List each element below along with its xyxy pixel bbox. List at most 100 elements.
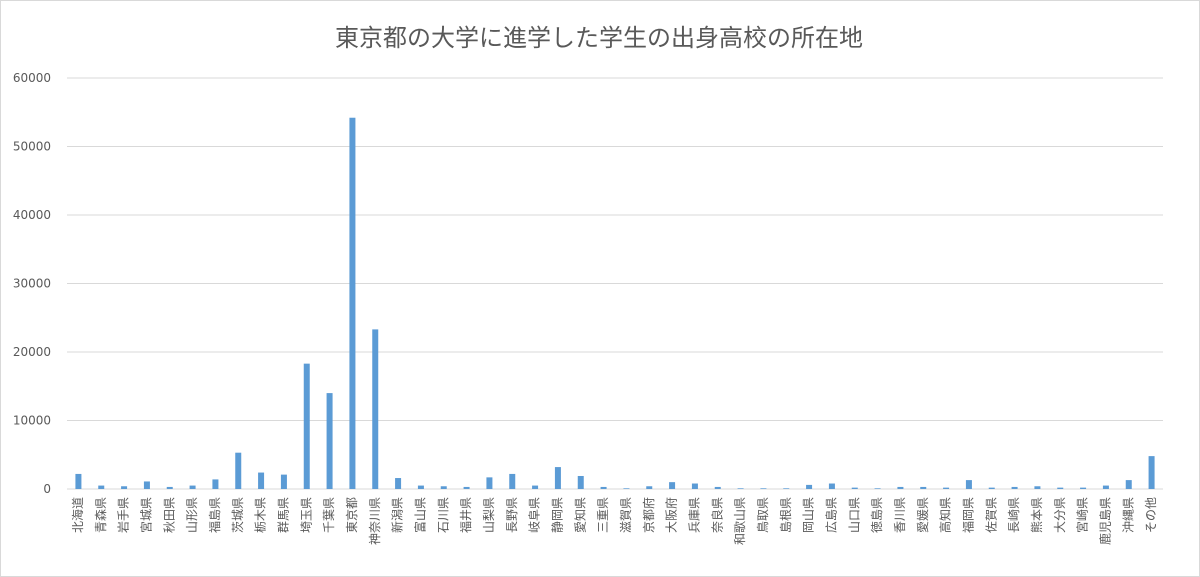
bar xyxy=(1034,486,1041,489)
bar xyxy=(532,485,539,489)
bar xyxy=(714,486,721,489)
x-tick-label: 千葉県 xyxy=(322,497,336,533)
x-tick-label: 佐賀県 xyxy=(984,497,998,533)
x-tick-label: 岡山県 xyxy=(802,497,816,533)
bar xyxy=(280,474,287,489)
x-tick-label: 大分県 xyxy=(1053,497,1067,533)
x-tick-label: 茨城県 xyxy=(231,497,245,533)
x-tick-label: 愛知県 xyxy=(573,497,587,533)
bar xyxy=(121,486,128,489)
bar xyxy=(417,485,424,489)
x-tick-label: 青森県 xyxy=(93,497,108,533)
x-tick-label: 奈良県 xyxy=(709,497,724,533)
y-tick-label: 60000 xyxy=(13,71,51,85)
x-tick-label: 岐阜県 xyxy=(528,497,542,533)
bar xyxy=(623,488,630,489)
bar xyxy=(395,478,402,489)
bar xyxy=(760,488,767,489)
x-tick-label: 鳥取県 xyxy=(755,497,770,533)
bar xyxy=(828,483,835,489)
x-tick-label: 宮城県 xyxy=(138,497,153,533)
bar xyxy=(1125,480,1132,489)
x-tick-label: 福井県 xyxy=(458,497,473,533)
x-tick-label: 山梨県 xyxy=(482,497,496,533)
bar xyxy=(75,473,82,489)
bar xyxy=(965,480,972,489)
bar xyxy=(554,467,561,489)
x-tick-label: 新潟県 xyxy=(390,497,405,533)
bar xyxy=(806,484,813,489)
x-tick-label: 福島県 xyxy=(207,497,222,533)
x-tick-label: 山形県 xyxy=(185,497,199,533)
x-tick-label: 広島県 xyxy=(823,497,838,533)
bar xyxy=(897,486,904,489)
x-tick-label: 石川県 xyxy=(436,497,450,533)
bar xyxy=(440,486,447,489)
x-tick-label: 高知県 xyxy=(938,497,953,533)
x-tick-label: 富山県 xyxy=(412,497,427,533)
bar xyxy=(509,473,516,489)
x-tick-label: 北海道 xyxy=(70,497,85,533)
bar xyxy=(326,393,333,489)
bar xyxy=(166,486,173,489)
x-tick-label: 神奈川県 xyxy=(368,497,382,545)
y-tick-label: 20000 xyxy=(13,345,51,359)
x-tick-label: 岩手県 xyxy=(116,497,131,533)
bar xyxy=(669,482,676,489)
x-tick-label: 埼玉県 xyxy=(299,497,313,533)
x-axis-ticks: 北海道 青森県 岩手県 宮城県 秋田県 山形県 福島県 茨城県 栃木県 群馬県 埼玉県 千葉県 東京都神… xyxy=(70,497,1158,545)
bar xyxy=(1011,486,1018,489)
x-tick-label: 宮崎県 xyxy=(1075,497,1090,533)
bars xyxy=(75,117,1155,489)
x-tick-label: 静岡県 xyxy=(550,497,564,533)
x-tick-label: 滋賀県 xyxy=(619,497,633,533)
bar xyxy=(235,452,242,489)
bar xyxy=(212,479,219,489)
bar xyxy=(943,487,950,489)
x-tick-label: その他 xyxy=(1144,497,1158,533)
x-tick-label: 兵庫県 xyxy=(687,497,701,533)
x-tick-label: 沖縄県 xyxy=(1120,497,1135,533)
bar xyxy=(372,329,379,489)
bar xyxy=(783,488,790,489)
bar xyxy=(988,487,995,489)
bar xyxy=(691,483,698,489)
x-tick-label: 福岡県 xyxy=(960,497,975,533)
bar xyxy=(143,481,150,489)
x-tick-label: 徳島県 xyxy=(869,497,884,533)
x-tick-label: 群馬県 xyxy=(276,497,290,533)
y-tick-label: 50000 xyxy=(13,140,51,154)
bar xyxy=(189,485,196,489)
x-tick-label: 和歌山県 xyxy=(732,497,747,545)
chart-title: 東京都の大学に進学した学生の出身高校の所在地 xyxy=(335,24,863,52)
x-tick-label: 島根県 xyxy=(778,497,793,533)
x-tick-label: 東京都 xyxy=(345,497,359,533)
bar xyxy=(1057,487,1064,489)
x-tick-label: 三重県 xyxy=(596,497,610,533)
bar xyxy=(1148,456,1155,489)
bar xyxy=(737,488,744,489)
bar xyxy=(463,486,470,489)
bar xyxy=(600,486,607,489)
bar xyxy=(349,117,356,489)
bar xyxy=(303,363,310,489)
bar xyxy=(851,487,858,489)
bar xyxy=(98,485,105,489)
x-tick-label: 長野県 xyxy=(505,497,519,533)
x-tick-label: 香川県 xyxy=(893,497,907,533)
x-tick-label: 京都府 xyxy=(641,497,656,533)
bar xyxy=(1080,487,1087,489)
y-tick-label: 30000 xyxy=(13,277,51,291)
y-tick-label: 40000 xyxy=(13,208,51,222)
y-tick-label: 10000 xyxy=(13,414,51,428)
bar xyxy=(646,486,653,489)
bar xyxy=(920,486,927,489)
bar xyxy=(258,472,265,489)
grid-lines xyxy=(67,77,1163,490)
x-tick-label: 熊本県 xyxy=(1029,497,1044,533)
x-tick-label: 秋田県 xyxy=(162,497,176,533)
x-tick-label: 長崎県 xyxy=(1007,497,1021,533)
x-tick-label: 愛媛県 xyxy=(916,497,930,533)
